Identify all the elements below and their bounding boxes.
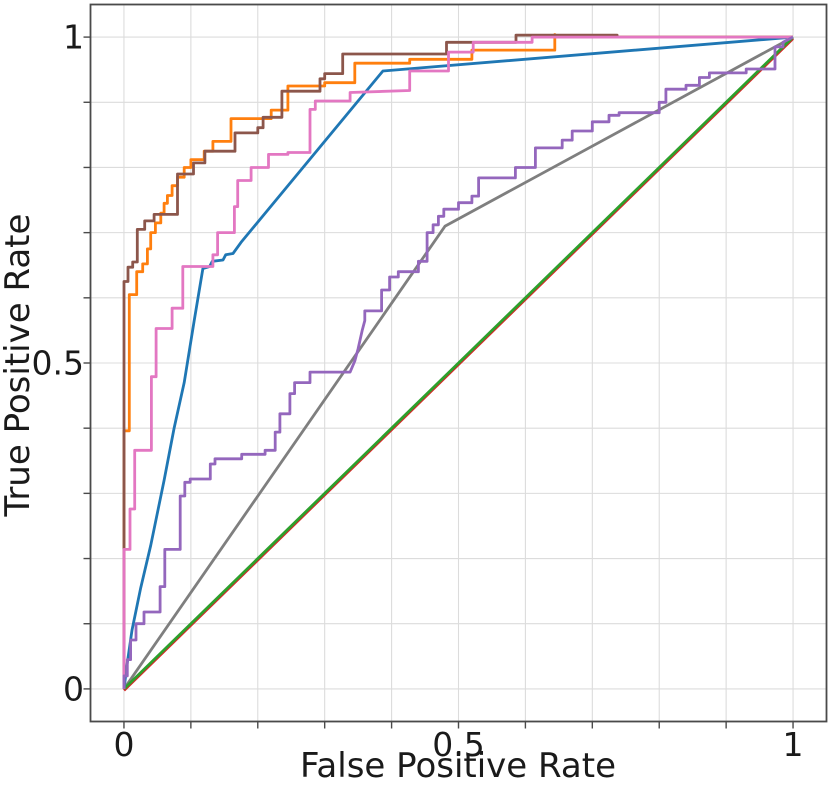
roc-curve-pink [122, 35, 793, 689]
y-tick-label-0: 0 [63, 669, 84, 709]
x-tick-label-1: 1 [782, 725, 804, 764]
roc-curve-purple [122, 35, 794, 689]
x-tick-label-0.5: 0.5 [432, 725, 485, 764]
x-axis-label: False Positive Rate [300, 746, 616, 786]
roc-curve-gray [122, 35, 794, 690]
y-tick-label-1: 1 [63, 17, 84, 57]
x-tick-label-0: 0 [113, 725, 135, 764]
roc-curve-blue [122, 35, 794, 690]
roc-curve-orange [122, 33, 793, 689]
y-tick-label-0.5: 0.5 [31, 343, 84, 383]
y-axis-label: True Positive Rate [0, 213, 38, 517]
roc-curve-green [123, 36, 794, 690]
roc-curve-brown [122, 33, 793, 689]
